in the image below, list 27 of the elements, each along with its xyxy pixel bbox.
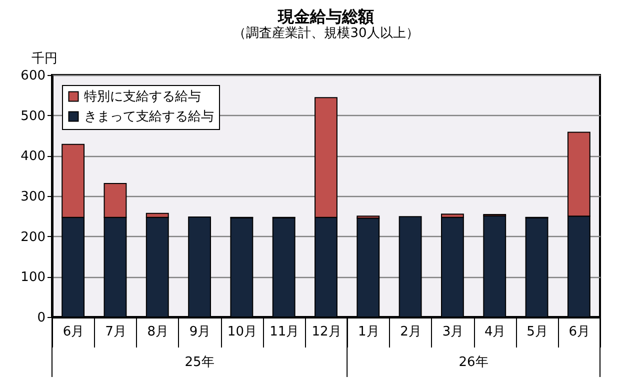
text: 26年	[458, 355, 488, 370]
x-tick-label: 7月	[105, 324, 126, 340]
x-tick-label: 5月	[526, 324, 548, 340]
y-tick-label: 100	[20, 270, 46, 286]
x-tick-label: 9月	[189, 324, 211, 340]
y-axis-title: 千円	[32, 52, 58, 66]
y-tick-label: 500	[20, 108, 46, 124]
legend-label: きまって支給する給与	[84, 110, 214, 124]
x-tick-label: 2月	[400, 324, 422, 340]
y-tick-label: 600	[20, 68, 46, 84]
x-tick-label: 6月	[62, 324, 84, 340]
x-tick-label: 1月	[358, 324, 380, 340]
chart-subtitle: （調査産業計、規模30人以上）	[233, 25, 419, 41]
y-tick-label: 400	[20, 149, 46, 164]
y-tick-label: 0	[37, 310, 46, 326]
text: 25年	[184, 355, 214, 370]
x-tick-label: 4月	[484, 324, 506, 340]
x-tick-label: 12月	[312, 324, 342, 340]
x-tick-label: 6月	[568, 324, 590, 340]
y-tick-label: 200	[20, 230, 46, 245]
chart-title: 現金給与総額	[277, 7, 374, 26]
y-tick-label: 300	[20, 190, 46, 204]
x-tick-label: 8月	[147, 324, 169, 340]
x-tick-label: 3月	[442, 324, 464, 340]
x-tick-label: 11月	[270, 324, 300, 340]
x-tick-label: 10月	[227, 324, 257, 340]
legend-label: 特別に支給する給与	[84, 90, 201, 104]
